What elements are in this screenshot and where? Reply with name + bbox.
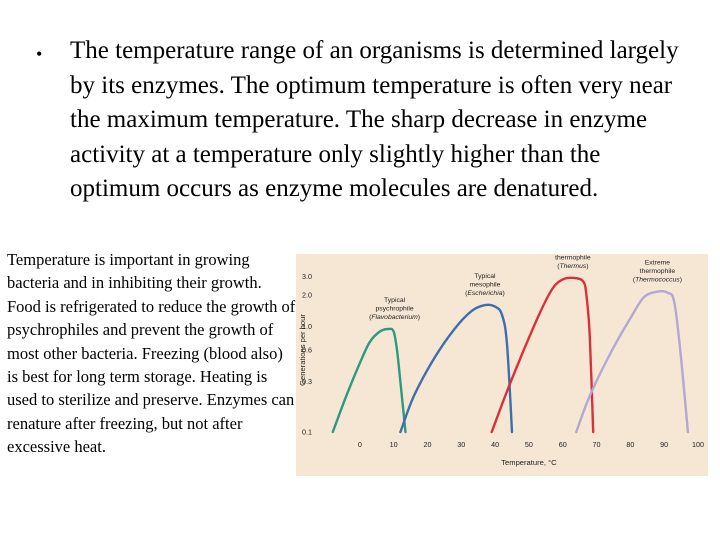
y-tick-label: 1.0 [302, 322, 312, 331]
series-label-extreme-thermophile: Extreme thermophile (Thermococcus) [633, 259, 682, 283]
series-label-species: (Thermococcus) [633, 277, 682, 284]
series-label-thermophile: Typicalthermophile(Thermus) [555, 254, 591, 270]
y-axis: 0.1 0.3 0.6 1.0 2.0 3.0 [302, 272, 312, 437]
series-layer [331, 276, 690, 434]
growth-rate-chart-svg: 0 10 20 30 40 50 60 70 80 90 100 0.1 0.3 0.6 1.0 2.0 3.… [296, 254, 708, 476]
series-label-line: Extreme [645, 259, 671, 266]
series-label-line: mesophile [469, 282, 500, 289]
x-tick-label: 70 [593, 440, 601, 449]
x-tick-label: 20 [423, 440, 431, 449]
x-axis: 0 10 20 30 40 50 60 70 80 90 100 [358, 440, 704, 449]
series-label-line: Typical [474, 273, 496, 280]
series-line-extreme-thermophile [575, 289, 690, 434]
x-tick-label: 10 [390, 440, 398, 449]
x-tick-label: 0 [358, 440, 362, 449]
side-note: Temperature is important in growing bact… [7, 250, 296, 457]
series-label-line: Typical [384, 297, 406, 304]
x-axis-title: Temperature, °C [501, 458, 557, 467]
y-tick-label: 0.1 [302, 428, 312, 437]
y-tick-label: 2.0 [302, 290, 312, 299]
x-tick-label: 80 [626, 440, 634, 449]
series-label-species: (Flavobacterium) [369, 314, 420, 321]
x-tick-label: 90 [660, 440, 668, 449]
x-tick-label: 30 [457, 440, 465, 449]
series-label-species: (Escherichia) [465, 290, 505, 297]
series-line-thermophile [490, 276, 595, 434]
series-label-mesophile: Typical mesophile(Escherichia) [465, 273, 505, 297]
series-label-species: (Thermus) [557, 263, 588, 270]
y-axis-title: Generations per hour [298, 314, 307, 386]
series-labels: Typicalpsychrophile(Flavobacterium)Typic… [369, 254, 682, 321]
series-label-line: thermophile [640, 268, 676, 275]
x-tick-label: 100 [692, 440, 704, 449]
y-tick-label: 0.6 [302, 346, 312, 355]
bullet-text: The temperature range of an organisms is… [70, 37, 679, 202]
series-label-line: psychrophile [375, 305, 413, 312]
y-tick-label: 0.3 [302, 377, 312, 386]
chart-background [296, 254, 708, 476]
series-label-line: thermophile [555, 254, 591, 261]
x-tick-label: 50 [525, 440, 533, 449]
y-tick-label: 3.0 [302, 272, 312, 281]
x-tick-label: 60 [559, 440, 567, 449]
series-line-mesophile [399, 303, 514, 434]
series-line-psychrophile [331, 327, 407, 434]
growth-rate-chart: 0 10 20 30 40 50 60 70 80 90 100 0.1 0.3 0.6 1.0 2.0 3.… [296, 254, 708, 476]
bullet-marker: • [36, 44, 43, 64]
x-tick-label: 40 [491, 440, 499, 449]
